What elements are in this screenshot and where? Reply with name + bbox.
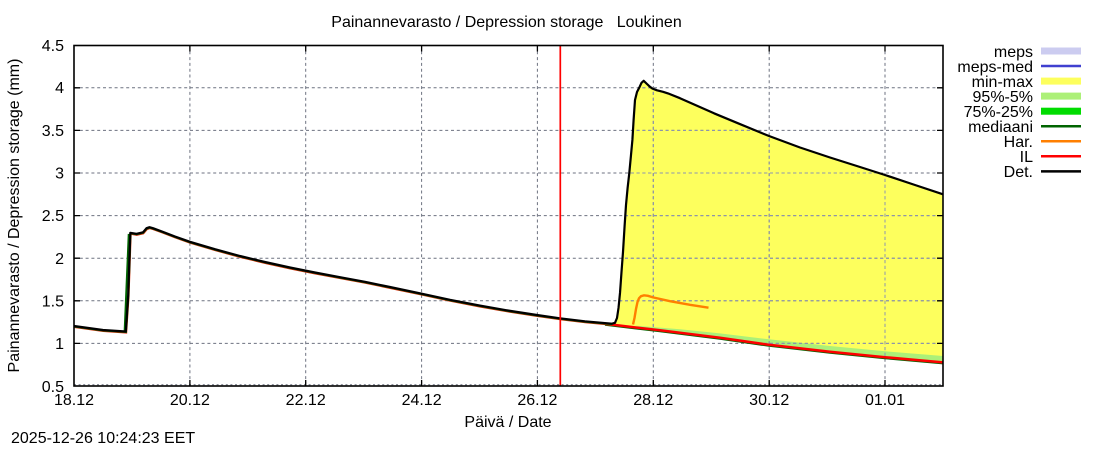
svg-text:1.5: 1.5 [42, 293, 64, 310]
svg-text:meps: meps [994, 44, 1033, 61]
svg-text:IL: IL [1020, 149, 1033, 166]
svg-text:28.12: 28.12 [633, 392, 673, 409]
svg-text:2025-12-26 10:24:23 EET: 2025-12-26 10:24:23 EET [11, 430, 195, 447]
svg-text:2.5: 2.5 [42, 208, 64, 225]
svg-text:min-max: min-max [972, 74, 1033, 91]
svg-text:26.12: 26.12 [517, 392, 557, 409]
svg-text:22.12: 22.12 [286, 392, 326, 409]
svg-text:Painannevarasto / Depression s: Painannevarasto / Depression storage Lou… [331, 14, 681, 31]
svg-text:3: 3 [55, 166, 64, 183]
svg-text:meps-med: meps-med [957, 59, 1033, 76]
svg-text:20.12: 20.12 [170, 392, 210, 409]
svg-text:75%-25%: 75%-25% [964, 104, 1033, 121]
svg-text:1: 1 [55, 336, 64, 353]
svg-text:4.5: 4.5 [42, 38, 64, 55]
svg-text:Päivä / Date: Päivä / Date [464, 414, 551, 431]
svg-text:Painannevarasto / Depression s: Painannevarasto / Depression storage (mm… [6, 59, 23, 373]
svg-text:Det.: Det. [1004, 164, 1033, 181]
svg-text:95%-5%: 95%-5% [973, 89, 1033, 106]
svg-text:18.12: 18.12 [54, 392, 94, 409]
svg-text:30.12: 30.12 [749, 392, 789, 409]
svg-text:4: 4 [55, 80, 64, 97]
svg-text:0.5: 0.5 [42, 379, 64, 396]
svg-text:01.01: 01.01 [865, 392, 905, 409]
svg-text:24.12: 24.12 [402, 392, 442, 409]
svg-text:Har.: Har. [1004, 134, 1033, 151]
svg-text:3.5: 3.5 [42, 123, 64, 140]
svg-text:mediaani: mediaani [968, 119, 1033, 136]
svg-text:2: 2 [55, 251, 64, 268]
